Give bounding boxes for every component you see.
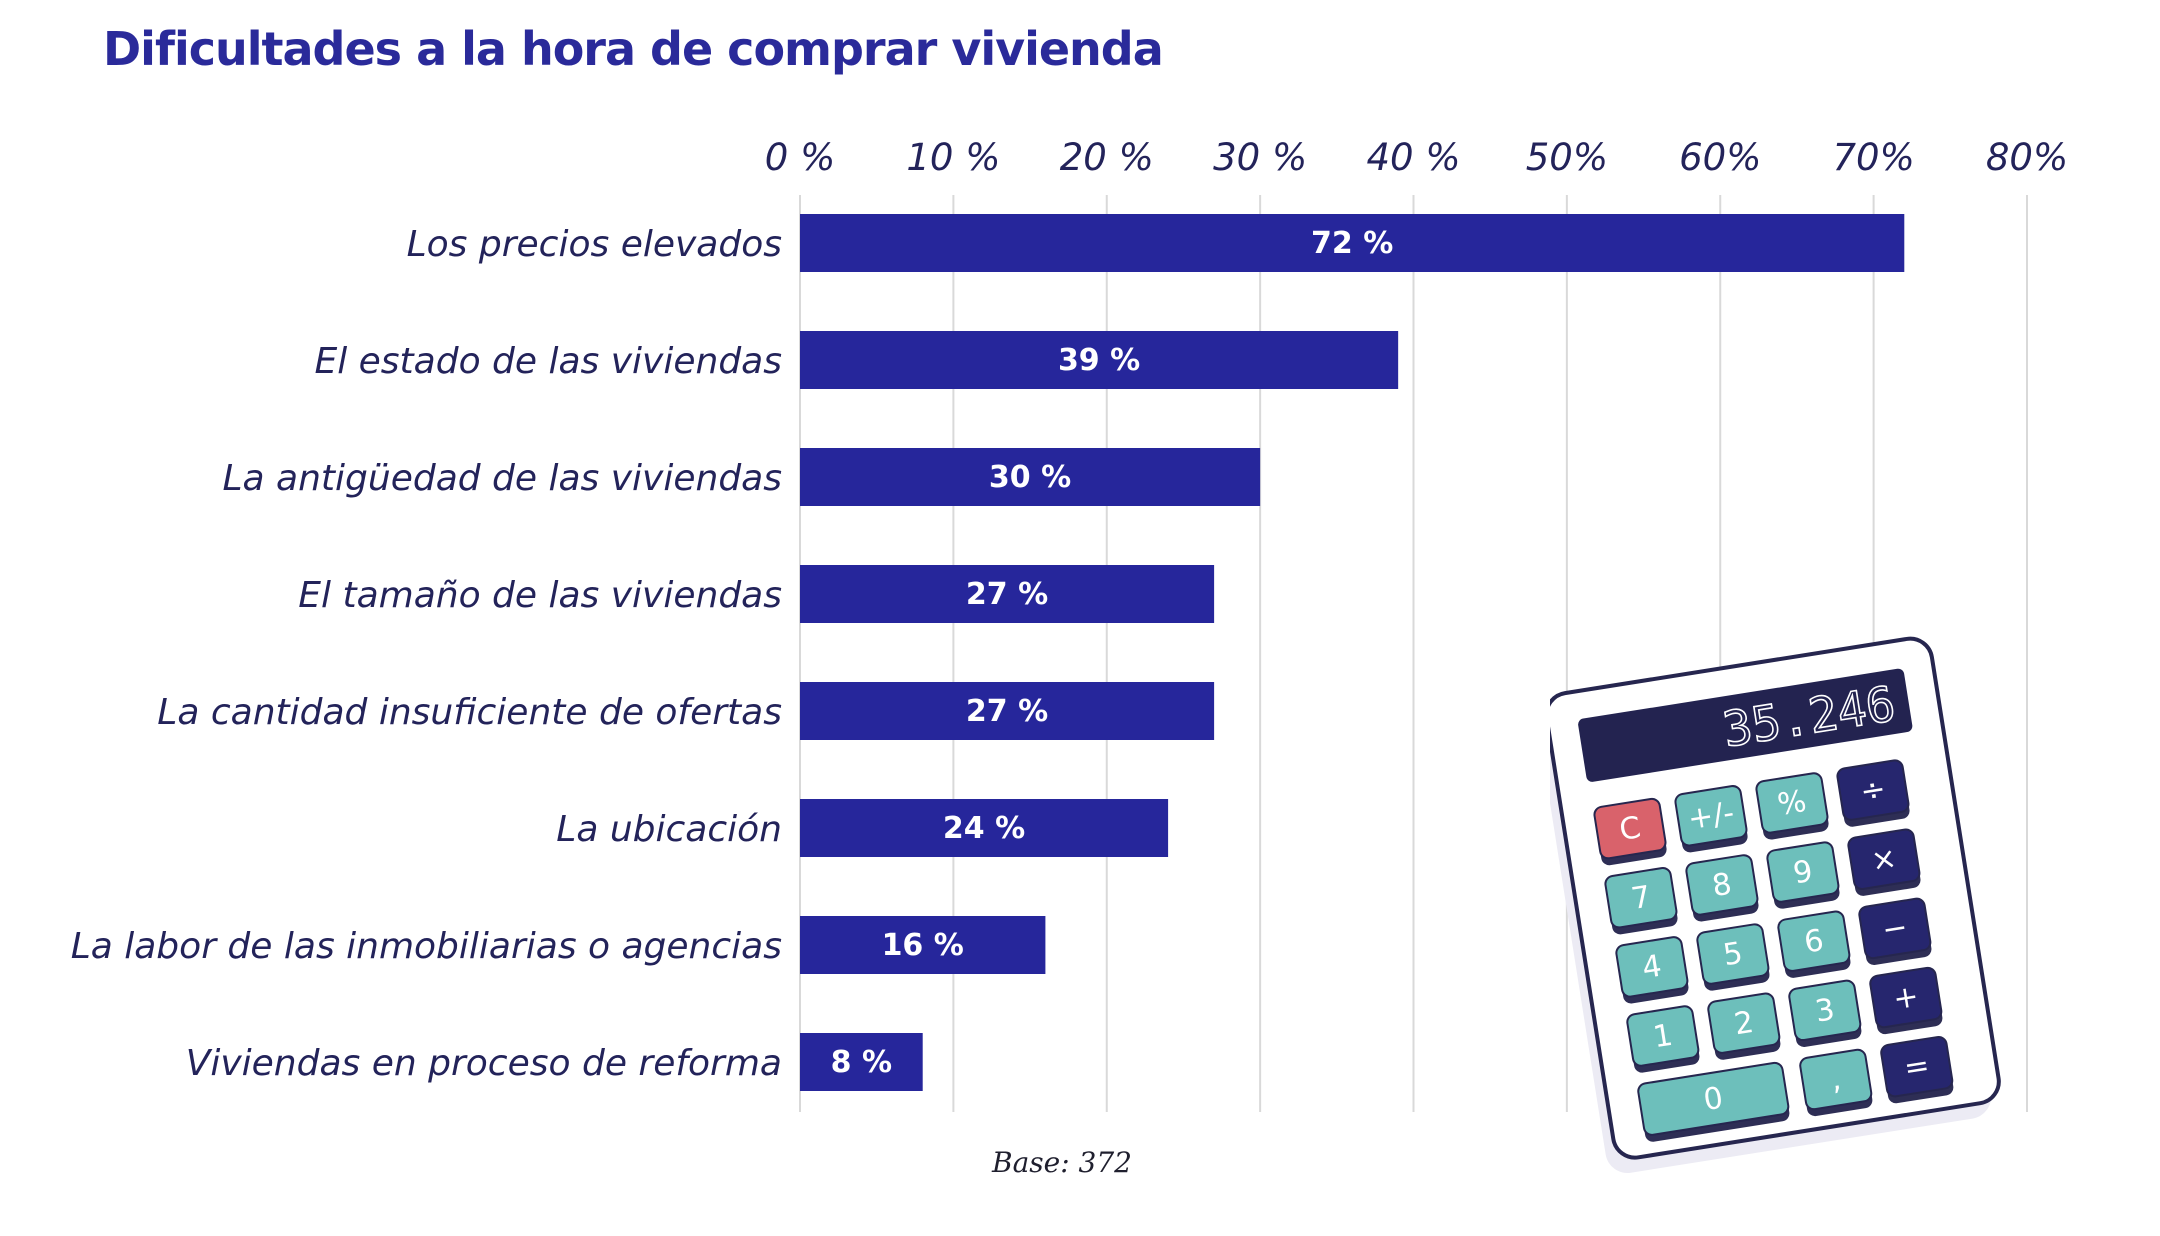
bar <box>800 331 1399 389</box>
x-tick-label: 10 % <box>906 136 1000 179</box>
calculator-key: 0 <box>1637 1061 1790 1142</box>
svg-text:%: % <box>1775 784 1809 823</box>
chart-title: Dificultades a la hora de comprar vivien… <box>103 22 1164 76</box>
bar <box>800 1033 923 1091</box>
svg-text:×: × <box>1869 840 1899 879</box>
calculator-display <box>1578 668 1913 782</box>
svg-text:+/-: +/- <box>1686 795 1737 837</box>
data-label: 16 % <box>882 928 964 963</box>
calculator-key: 3 <box>1788 979 1862 1047</box>
data-label: 39 % <box>1058 343 1140 378</box>
calculator-key: % <box>1755 772 1829 840</box>
data-label: 72 % <box>1311 226 1393 261</box>
category-label: El tamaño de las viviendas <box>298 575 782 616</box>
calculator-key: 4 <box>1615 936 1689 1004</box>
x-tick-label: 40 % <box>1367 136 1461 179</box>
data-label: 8 % <box>831 1045 892 1080</box>
data-label: 30 % <box>989 460 1071 495</box>
data-label: 27 % <box>966 577 1048 612</box>
value-labels: 72 % 39 % 30 % 27 % 27 % 24 % 16 % 8 % <box>831 226 1394 1080</box>
svg-text:+: + <box>1891 979 1921 1018</box>
calculator-key: 9 <box>1766 841 1840 909</box>
x-tick-label: 30 % <box>1213 136 1307 179</box>
category-label: La cantidad insuficiente de ofertas <box>157 692 782 733</box>
calculator-key: +/- <box>1674 785 1748 853</box>
calculator-key: − <box>1858 897 1932 965</box>
bar <box>800 799 1169 857</box>
calculator-key: ÷ <box>1836 759 1910 827</box>
bars <box>800 214 1905 1091</box>
category-label: Viviendas en proceso de reforma <box>186 1043 782 1084</box>
x-axis-ticks: 0 % 10 % 20 % 30 % 40 % 50% 60% 70% 80% <box>765 136 2068 179</box>
category-label: La antigüedad de las viviendas <box>222 458 782 499</box>
svg-text:=: = <box>1902 1048 1932 1087</box>
calculator-key: 2 <box>1707 992 1781 1060</box>
bar <box>800 682 1215 740</box>
calculator-illustration: 35.246 C +/-% ÷7 8 9 ×4 5 6 −1 2 3 +0, = <box>1550 636 2001 1173</box>
x-tick-label: 70% <box>1833 136 1915 179</box>
x-tick-label: 50% <box>1526 136 1608 179</box>
calculator-key: × <box>1847 828 1921 896</box>
category-label: La ubicación <box>556 809 782 850</box>
base-note: Base: 372 <box>992 1146 1132 1179</box>
calculator-key: + <box>1869 966 1943 1035</box>
bar <box>800 214 1905 272</box>
x-tick-label: 80% <box>1986 136 2068 179</box>
bar <box>800 565 1215 623</box>
calculator-key: 1 <box>1626 1005 1700 1073</box>
bar <box>800 916 1046 974</box>
x-tick-label: 60% <box>1679 136 1761 179</box>
category-label: El estado de las viviendas <box>314 341 782 382</box>
x-tick-label: 0 % <box>765 136 835 179</box>
data-label: 27 % <box>966 694 1048 729</box>
calculator-keys: C +/-% ÷ 7 8 9 × 4 5 6 − 1 2 3 +0, = <box>1593 759 1954 1142</box>
category-labels: Los precios elevados El estado de las viv… <box>71 224 782 1084</box>
data-label: 24 % <box>943 811 1025 846</box>
calculator-key: 8 <box>1685 854 1759 922</box>
calculator-key: 7 <box>1604 867 1678 935</box>
category-label: La labor de las inmobiliarias o agencias <box>71 926 782 967</box>
calculator-key: 6 <box>1777 910 1851 978</box>
calculator-key: 5 <box>1696 923 1770 991</box>
bar <box>800 448 1261 506</box>
x-tick-label: 20 % <box>1060 136 1154 179</box>
svg-text:÷: ÷ <box>1858 771 1888 810</box>
category-label: Los precios elevados <box>407 224 782 265</box>
calculator-key: C <box>1593 797 1667 866</box>
calculator-key: = <box>1880 1035 1954 1104</box>
svg-text:−: − <box>1880 910 1910 949</box>
calculator-key: , <box>1799 1048 1873 1117</box>
